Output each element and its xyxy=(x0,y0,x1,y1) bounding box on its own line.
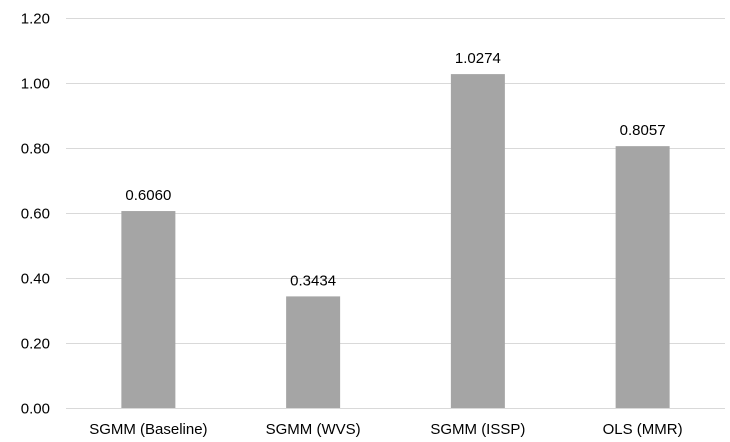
y-tick-label: 0.00 xyxy=(21,401,50,418)
x-category-label: SGMM (ISSP) xyxy=(430,421,525,438)
data-label: 0.8057 xyxy=(620,122,666,139)
x-axis-categories: SGMM (Baseline) SGMM (WVS) SGMM (ISSP) OLS … xyxy=(89,421,682,438)
bar xyxy=(286,296,341,408)
gridlines xyxy=(66,18,725,409)
y-axis-ticks: 0.00 0.20 0.40 0.60 0.80 1.00 1.20 xyxy=(21,11,50,418)
data-label: 0.6060 xyxy=(125,187,171,204)
y-tick-label: 0.20 xyxy=(21,336,50,353)
x-category-label: SGMM (Baseline) xyxy=(89,421,207,438)
data-labels: 0.6060 0.3434 1.0274 0.8057 xyxy=(125,50,665,289)
bar xyxy=(450,74,505,408)
y-tick-label: 0.60 xyxy=(21,206,50,223)
data-label: 0.3434 xyxy=(290,272,336,289)
bars xyxy=(121,74,670,408)
y-tick-label: 0.80 xyxy=(21,141,50,158)
x-category-label: OLS (MMR) xyxy=(603,421,683,438)
y-tick-label: 1.00 xyxy=(21,76,50,93)
y-tick-label: 0.40 xyxy=(21,271,50,288)
bar xyxy=(615,146,670,408)
y-tick-label: 1.20 xyxy=(21,11,50,28)
data-label: 1.0274 xyxy=(455,50,501,67)
x-category-label: SGMM (WVS) xyxy=(266,421,361,438)
bar xyxy=(121,211,176,408)
